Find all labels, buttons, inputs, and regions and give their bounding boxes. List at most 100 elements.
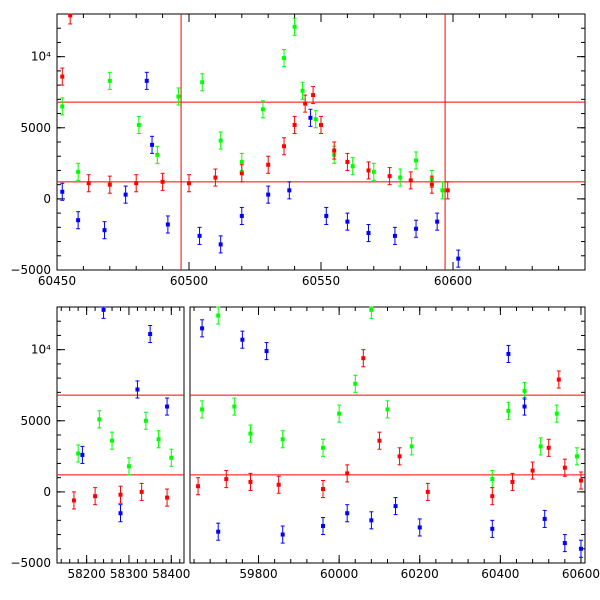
data-point <box>280 532 285 537</box>
data-point <box>282 144 287 149</box>
data-point <box>264 349 269 354</box>
data-point <box>353 381 358 386</box>
y-tick-label: 10⁴ <box>31 343 51 357</box>
data-point <box>187 181 191 186</box>
y-tick-label: −5000 <box>10 263 51 277</box>
data-point <box>213 175 218 180</box>
data-point <box>397 454 402 459</box>
data-point <box>345 471 350 476</box>
data-point <box>440 188 445 193</box>
x-tick-label: 60600 <box>434 274 472 288</box>
bottom-panel: 58200 58300 58400 59800 60000 60200 60400 60600… <box>10 306 600 581</box>
data-point <box>266 162 271 167</box>
data-point <box>345 159 350 164</box>
data-point <box>366 168 371 173</box>
data-point <box>435 219 440 224</box>
data-point <box>369 518 374 523</box>
data-point <box>392 233 397 238</box>
data-point <box>248 479 253 484</box>
data-point <box>387 174 392 179</box>
data-point <box>155 152 160 157</box>
data-point <box>126 464 131 469</box>
data-point <box>139 489 144 494</box>
data-point <box>118 511 123 516</box>
data-point <box>456 256 461 261</box>
data-point <box>337 411 342 416</box>
x-tick-label: 60000 <box>320 567 358 581</box>
data-point <box>303 101 308 106</box>
data-point <box>218 242 223 247</box>
data-point <box>321 487 326 492</box>
data-point <box>97 417 102 422</box>
y-tick-label: 0 <box>43 485 51 499</box>
data-point <box>398 175 403 180</box>
data-point <box>530 468 535 473</box>
data-point <box>134 181 139 186</box>
data-point <box>554 411 559 416</box>
data-point <box>574 454 579 459</box>
data-point <box>232 404 237 409</box>
data-point <box>196 484 201 489</box>
data-point <box>282 56 287 61</box>
data-point <box>287 188 292 193</box>
plot-frame <box>56 306 185 564</box>
data-point <box>239 171 244 176</box>
data-point <box>345 219 350 224</box>
data-point <box>292 24 297 29</box>
data-point <box>345 511 350 516</box>
data-point <box>445 188 450 193</box>
data-point <box>156 437 161 442</box>
data-point <box>350 164 355 169</box>
data-point <box>165 404 170 409</box>
data-point <box>240 337 245 342</box>
data-point <box>409 444 414 449</box>
data-point <box>522 404 527 409</box>
data-point <box>510 479 515 484</box>
data-point <box>165 222 170 227</box>
data-point <box>239 213 244 218</box>
data-point <box>506 408 511 413</box>
x-tick-label: 60450 <box>38 274 76 288</box>
data-point <box>300 88 305 93</box>
data-point <box>292 122 297 127</box>
y-tick-label: 5000 <box>20 414 51 428</box>
data-point <box>176 94 181 99</box>
data-point <box>76 169 81 174</box>
data-point <box>361 356 366 361</box>
x-tick-label: 58400 <box>152 567 190 581</box>
data-point <box>60 104 65 109</box>
data-point <box>80 452 85 457</box>
data-point <box>86 181 91 186</box>
data-point <box>136 122 141 127</box>
data-point <box>107 78 112 83</box>
data-point <box>224 477 229 482</box>
x-tick-label: 60600 <box>562 567 600 581</box>
data-point <box>60 189 65 194</box>
data-point <box>429 182 434 187</box>
plot-frame <box>56 13 586 271</box>
data-point <box>68 13 73 18</box>
data-point <box>321 445 326 450</box>
x-tick-label: 59800 <box>239 567 277 581</box>
data-point <box>490 526 495 531</box>
data-point <box>216 313 221 318</box>
data-point <box>165 495 170 500</box>
x-tick-label: 58200 <box>68 567 106 581</box>
data-point <box>169 455 174 460</box>
data-point <box>143 418 148 423</box>
data-point <box>160 179 165 184</box>
data-point <box>76 218 81 223</box>
data-point <box>319 122 323 127</box>
data-point <box>107 182 112 187</box>
data-point <box>101 307 106 312</box>
data-point <box>218 138 223 143</box>
data-point <box>150 142 155 147</box>
data-point <box>276 482 281 487</box>
data-point <box>144 78 149 83</box>
data-point <box>123 192 128 197</box>
data-point <box>260 107 265 112</box>
data-point <box>239 159 244 164</box>
x-tick-label: 60500 <box>170 274 208 288</box>
top-panel: 60450 60500 60550 60600 −5000 0 5000 10⁴ <box>10 13 586 288</box>
